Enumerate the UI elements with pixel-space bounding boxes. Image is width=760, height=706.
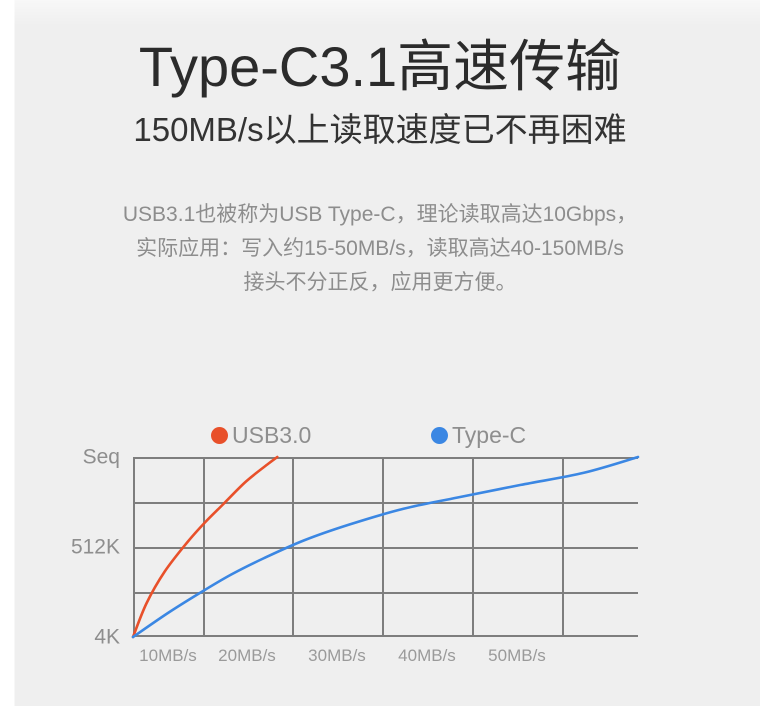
description-line-1: USB3.1也被称为USB Type-C，理论读取高达10Gbps， [122,203,638,226]
x-axis-tick-20: 20MB/s [218,646,276,665]
description-line-3: 接头不分正反，应用更方便。 [243,271,517,294]
page-subtitle: 150MB/s以上读取速度已不再困难 [133,111,627,148]
legend-dot-icon-typec [431,426,448,444]
gridline-vertical [203,457,205,637]
speed-comparison-chart: USB3.0 Type-C Seq 512K 4K [0,410,760,680]
y-axis-tick-512k: 512K [70,535,120,559]
description-paragraph: USB3.1也被称为USB Type-C，理论读取高达10Gbps， 实际应用：… [0,198,760,300]
legend-item-typec: Type-C [431,422,526,448]
legend-dot-icon-usb30 [211,426,228,444]
gridline-horizontal [133,547,638,549]
y-axis-tick-4k: 4K [94,625,120,649]
series-line-usb30 [131,455,279,639]
gridline-vertical [292,457,294,637]
legend-label-usb30: USB3.0 [232,422,312,448]
x-axis-labels: 10MB/s 20MB/s 30MB/s 40MB/s 50MB/s [133,645,638,671]
gridline-horizontal [133,592,638,594]
gridline-vertical [472,457,474,637]
gridline-vertical [562,457,564,637]
x-axis-tick-40: 40MB/s [398,646,456,665]
chart-legend: USB3.0 Type-C [0,422,760,452]
x-axis-tick-10: 10MB/s [139,646,197,665]
axis-line-x [133,635,638,637]
x-axis-tick-30: 30MB/s [308,646,366,665]
series-line-typec [131,455,640,639]
x-axis-tick-50: 50MB/s [488,646,546,665]
axis-line-y [133,457,135,637]
gridline-horizontal [133,502,638,504]
y-axis-labels: Seq 512K 4K [0,447,126,648]
page-title: Type-C3.1高速传输 [138,35,622,98]
y-axis-tick-seq: Seq [82,445,120,469]
gridline-vertical [382,457,384,637]
description-line-2: 实际应用：写入约15-50MB/s，读取高达40-150MB/s [136,237,624,260]
legend-item-usb30: USB3.0 [211,422,311,448]
gridline-horizontal [133,457,638,459]
plot-series-svg [131,455,640,639]
hero-header: Type-C3.1高速传输 150MB/s以上读取速度已不再困难 [0,34,760,150]
legend-label-typec: Type-C [452,422,527,448]
plot-area [131,455,640,639]
